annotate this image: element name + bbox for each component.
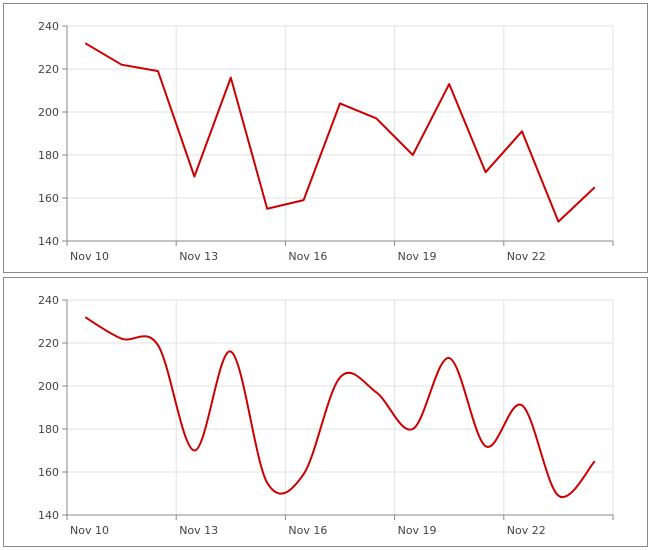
- chart-panel-linear: 140 160 180 200 220 240 Nov 10 Nov 13 Nov 16 Nov …: [3, 3, 648, 273]
- y-tick-label: 160: [38, 466, 59, 479]
- x-tick-label: Nov 22: [507, 250, 546, 263]
- y-tick-label: 220: [38, 63, 59, 76]
- series-line: [84, 316, 596, 499]
- line-chart-linear: 140 160 180 200 220 240 Nov 10 Nov 13 Nov 16 Nov …: [38, 20, 614, 263]
- x-tick-label: Nov 13: [179, 250, 218, 263]
- line-chart-smooth: 140 160 180 200 220 240 Nov 10 Nov 13 Nov 16 Nov …: [38, 294, 614, 537]
- y-tick-label: 200: [38, 106, 59, 119]
- y-tick-label: 200: [38, 380, 59, 393]
- x-tick-label: Nov 10: [70, 250, 109, 263]
- y-tick-label: 160: [38, 192, 59, 205]
- x-tick-label: Nov 13: [179, 524, 218, 537]
- y-tick-label: 240: [38, 20, 59, 33]
- x-tick-label: Nov 16: [288, 524, 327, 537]
- x-tick-label: Nov 19: [398, 250, 437, 263]
- series-line: [84, 42, 596, 223]
- y-tick-label: 220: [38, 337, 59, 350]
- y-tick-label: 140: [38, 235, 59, 248]
- y-tick-label: 140: [38, 509, 59, 522]
- x-tick-label: Nov 19: [398, 524, 437, 537]
- x-tick-label: Nov 22: [507, 524, 546, 537]
- chart-panel-smooth: 140 160 180 200 220 240 Nov 10 Nov 13 Nov 16 Nov …: [3, 277, 648, 547]
- y-tick-label: 180: [38, 423, 59, 436]
- x-tick-label: Nov 10: [70, 524, 109, 537]
- y-tick-label: 240: [38, 294, 59, 307]
- y-tick-label: 180: [38, 149, 59, 162]
- x-tick-label: Nov 16: [288, 250, 327, 263]
